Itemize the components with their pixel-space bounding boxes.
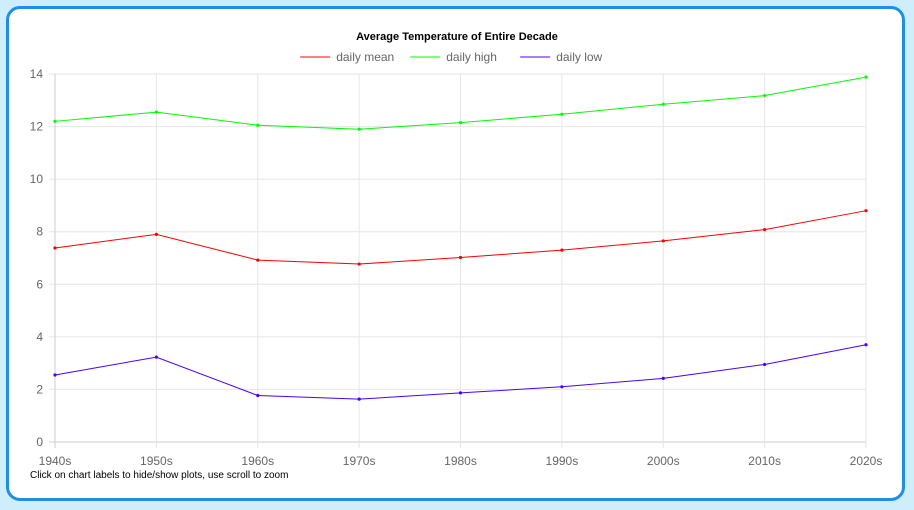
plot-area (53, 75, 868, 401)
data-point-daily-mean (864, 209, 868, 213)
x-tick-label: 1970s (343, 454, 376, 468)
legend-item-daily-high[interactable]: daily high (410, 50, 497, 64)
data-point-daily-mean (357, 262, 361, 266)
y-tick-label: 14 (30, 67, 44, 81)
y-tick-label: 2 (36, 382, 43, 396)
x-tick-label: 1960s (241, 454, 274, 468)
data-point-daily-mean (661, 239, 665, 243)
data-point-daily-high (661, 102, 665, 106)
x-axis: 1940s 1950s 1960s 1970s 1980s 1990s 2000s 2010s… (39, 454, 883, 468)
data-point-daily-mean (763, 228, 767, 232)
legend-label: daily high (446, 50, 497, 64)
data-point-daily-high (864, 75, 868, 79)
y-tick-label: 10 (30, 172, 44, 186)
legend-item-daily-mean[interactable]: daily mean (300, 50, 394, 64)
y-tick-label: 6 (36, 277, 43, 291)
data-point-daily-low (763, 362, 767, 367)
y-tick-label: 12 (30, 120, 44, 134)
data-point-daily-low (154, 355, 158, 359)
data-point-daily-mean (560, 248, 564, 252)
y-axis: 0 2 4 6 8 10 12 14 (30, 67, 44, 449)
data-point-daily-high (154, 110, 158, 114)
x-tick-label: 1990s (546, 454, 579, 468)
x-tick-label: 2000s (647, 454, 680, 468)
data-point-daily-low (53, 373, 57, 377)
grid (49, 73, 867, 448)
footnote: Click on chart labels to hide/show plots… (30, 470, 289, 481)
legend-item-daily-low[interactable]: daily low (520, 50, 603, 64)
x-tick-label: 2020s (850, 454, 883, 468)
legend[interactable]: daily mean daily high daily low (300, 50, 603, 64)
data-point-daily-low (661, 376, 665, 380)
data-point-daily-mean (154, 232, 158, 236)
legend-label: daily low (556, 50, 602, 64)
chart-title: Average Temperature of Entire Decade (356, 31, 558, 43)
data-point-daily-high (458, 121, 463, 125)
data-point-daily-high (560, 112, 564, 116)
legend-label: daily mean (336, 50, 394, 64)
y-tick-label: 0 (36, 435, 43, 449)
data-point-daily-mean (256, 258, 260, 262)
data-point-daily-mean (53, 246, 57, 250)
data-point-daily-low (256, 393, 260, 398)
y-tick-label: 8 (36, 225, 43, 239)
data-point-daily-high (53, 119, 57, 123)
x-tick-label: 2010s (748, 454, 781, 468)
data-point-daily-low (357, 397, 361, 401)
chart-card (6, 6, 905, 501)
x-tick-label: 1940s (39, 454, 72, 468)
data-point-daily-low (864, 343, 868, 347)
data-point-daily-low (458, 391, 463, 395)
data-point-daily-low (560, 385, 564, 389)
x-tick-label: 1980s (444, 454, 477, 468)
data-point-daily-high (357, 127, 361, 131)
data-point-daily-mean (458, 255, 463, 260)
data-point-daily-high (256, 123, 260, 127)
x-tick-label: 1950s (140, 454, 173, 468)
y-tick-label: 4 (36, 330, 43, 344)
data-point-daily-high (763, 93, 767, 98)
